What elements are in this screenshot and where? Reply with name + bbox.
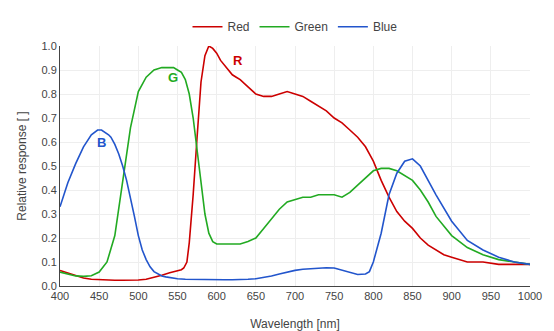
svg-text:0.2: 0.2 [42,232,57,244]
svg-text:800: 800 [364,290,382,302]
svg-text:1.0: 1.0 [42,40,57,52]
svg-text:0.7: 0.7 [42,112,57,124]
svg-text:900: 900 [442,290,460,302]
svg-text:500: 500 [129,290,147,302]
svg-text:R: R [233,53,243,68]
svg-text:950: 950 [482,290,500,302]
svg-text:B: B [97,135,106,150]
svg-text:0.0: 0.0 [42,280,57,292]
svg-text:Green: Green [295,20,328,34]
svg-text:0.8: 0.8 [42,88,57,100]
svg-text:1000: 1000 [518,290,542,302]
svg-text:0.1: 0.1 [42,256,57,268]
svg-text:0.9: 0.9 [42,64,57,76]
svg-text:550: 550 [168,290,186,302]
svg-text:650: 650 [247,290,265,302]
svg-text:Red: Red [228,20,250,34]
svg-text:750: 750 [325,290,343,302]
svg-text:Relative response [ ]: Relative response [ ] [15,111,29,220]
svg-text:450: 450 [90,290,108,302]
svg-text:850: 850 [403,290,421,302]
svg-text:Blue: Blue [373,20,397,34]
svg-text:Wavelength [nm]: Wavelength [nm] [250,317,340,331]
svg-text:400: 400 [51,290,69,302]
svg-text:600: 600 [207,290,225,302]
svg-text:0.5: 0.5 [42,160,57,172]
svg-text:G: G [168,70,178,85]
svg-text:0.4: 0.4 [42,184,57,196]
svg-text:0.3: 0.3 [42,208,57,220]
svg-text:700: 700 [286,290,304,302]
svg-text:0.6: 0.6 [42,136,57,148]
